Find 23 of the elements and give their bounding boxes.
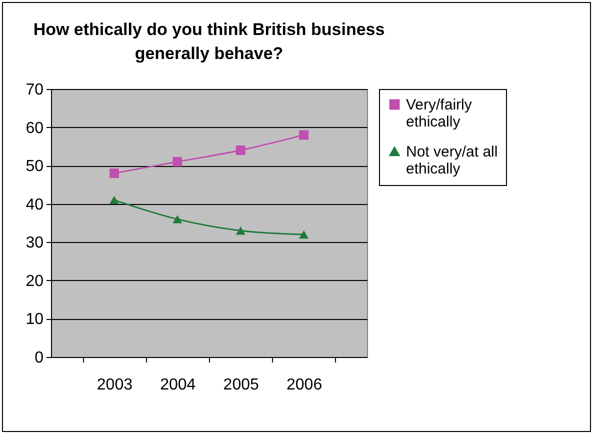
x-tick-label: 2005 [223, 376, 259, 394]
y-tick-label: 20 [26, 272, 44, 290]
y-tick-label: 50 [26, 158, 44, 176]
point [236, 226, 246, 235]
point [109, 168, 119, 178]
y-tick-label: 0 [34, 350, 44, 366]
point [299, 230, 309, 239]
y-tick-label: 40 [26, 196, 44, 214]
x-tick-label: 2004 [160, 376, 196, 394]
y-tick-label: 30 [26, 234, 44, 252]
y-tick-label: 10 [26, 311, 44, 328]
point [172, 157, 182, 166]
x-tick-label: 2006 [286, 376, 322, 394]
y-tick-label: 70 [26, 82, 44, 98]
legend-label: Very/fairly ethically [406, 96, 472, 130]
point [109, 196, 119, 204]
chart-title: How ethically do you think British business generally behave? [33, 20, 385, 63]
y-tick-label: 60 [26, 120, 44, 137]
x-tick-label: 2003 [96, 376, 133, 394]
point [299, 130, 309, 140]
point [172, 215, 182, 224]
legend-label: Not very/at all ethically [406, 144, 498, 178]
point [236, 146, 246, 155]
